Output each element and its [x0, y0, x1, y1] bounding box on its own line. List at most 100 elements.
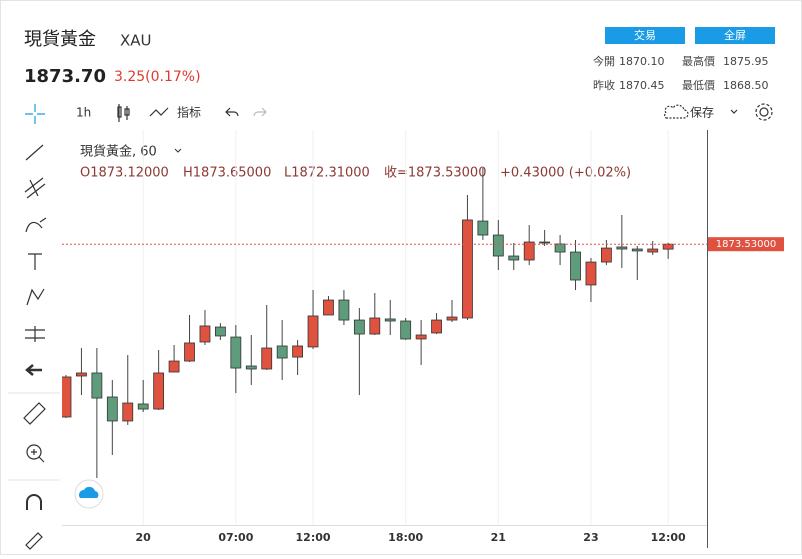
- candle-body: [462, 219, 473, 319]
- lock-tool[interactable]: [25, 532, 43, 550]
- title: 現貨黃金: [24, 29, 96, 50]
- candle-body: [214, 326, 226, 337]
- ohlc-legend: L1872.31000: [284, 166, 370, 181]
- candle-body: [307, 315, 319, 348]
- candle-body: [539, 241, 551, 244]
- ruler-tool[interactable]: [23, 402, 46, 425]
- ohlc-legend: H1873.65000: [183, 166, 271, 181]
- candle-body: [477, 220, 489, 236]
- save[interactable]: 保存: [690, 106, 714, 120]
- trade-label[interactable]: 交易: [634, 28, 656, 42]
- candles: [62, 167, 674, 479]
- interval[interactable]: 1h: [76, 106, 91, 120]
- candle-body: [554, 243, 566, 253]
- x-tick-label: 07:00: [218, 531, 253, 544]
- pattern-tool[interactable]: [26, 288, 45, 306]
- zoom-plus[interactable]: [31, 449, 45, 463]
- candle-body: [62, 376, 72, 418]
- settings-ring[interactable]: [755, 103, 773, 121]
- candle-body: [508, 255, 520, 261]
- candle-body: [292, 345, 304, 358]
- brush-tool[interactable]: [25, 217, 47, 233]
- candle-body: [122, 402, 134, 422]
- stat-label: 今開: [593, 54, 615, 68]
- candle-body: [76, 372, 87, 377]
- candle-body: [323, 299, 334, 316]
- stat-label: 最低價: [682, 78, 715, 92]
- candle-body: [261, 347, 273, 370]
- candle-body: [276, 345, 288, 359]
- x-tick-label: 12:00: [296, 531, 331, 544]
- x-tick-label: 21: [491, 531, 506, 544]
- candle-body: [168, 360, 180, 373]
- stat-value: 1870.45: [619, 79, 665, 92]
- stat-label: 昨收: [593, 78, 615, 92]
- candle-body: [400, 320, 412, 340]
- stat-label: 最高價: [682, 54, 715, 68]
- logo: [79, 486, 99, 498]
- candle-icon[interactable]: [117, 104, 130, 122]
- candle-body: [415, 334, 427, 340]
- settings-icon[interactable]: [759, 107, 769, 117]
- candle-body: [431, 319, 442, 334]
- x-tick-label: 20: [136, 531, 152, 544]
- ohlc-legend: O1873.12000: [80, 166, 169, 181]
- candle-body: [338, 299, 350, 321]
- price: 1873.70: [24, 66, 106, 87]
- text-tool[interactable]: [28, 253, 42, 270]
- last-price-box: [708, 237, 784, 252]
- zoom-tool[interactable]: [26, 444, 42, 460]
- measure-tool[interactable]: [25, 326, 45, 342]
- x-tick-label: 23: [583, 531, 598, 544]
- indicator-icon[interactable]: [149, 107, 169, 117]
- back-tool[interactable]: [25, 364, 42, 376]
- candle-body: [601, 247, 612, 263]
- candle-body: [570, 251, 581, 281]
- redo-icon[interactable]: [253, 107, 267, 117]
- candle-body: [153, 372, 165, 410]
- magnet-tool[interactable]: [26, 494, 42, 510]
- stat-value: 1875.95: [723, 55, 769, 68]
- ohlc-legend: +0.43000 (+0.02%): [500, 166, 631, 181]
- x-tick-label: 18:00: [388, 531, 423, 544]
- candle-body: [369, 317, 381, 335]
- stat-value: 1868.50: [723, 79, 769, 92]
- candle-body: [230, 336, 242, 369]
- candle-body: [384, 318, 396, 322]
- candle-body: [137, 403, 149, 410]
- candle-body: [523, 241, 535, 261]
- legend-title: 現貨黃金, 60: [80, 144, 157, 160]
- candle-body: [631, 248, 643, 252]
- legend-caret[interactable]: [174, 148, 182, 153]
- candle-body: [353, 319, 365, 335]
- cloud-icon[interactable]: [664, 104, 689, 119]
- fullscreen-button[interactable]: [695, 27, 775, 44]
- trade-button[interactable]: [605, 27, 685, 44]
- undo-icon[interactable]: [225, 107, 239, 117]
- line-tool[interactable]: [25, 144, 44, 161]
- indicators[interactable]: 指标: [177, 105, 201, 120]
- candle-body: [647, 248, 659, 253]
- candle-body: [492, 234, 504, 257]
- candle-body: [446, 316, 458, 321]
- candle-body: [199, 325, 211, 343]
- candle-body: [245, 365, 257, 370]
- crosshair-icon[interactable]: [25, 104, 45, 124]
- ohlc-legend: 收=1873.53000: [384, 166, 486, 181]
- candle-body: [585, 261, 597, 286]
- candle-body: [616, 246, 628, 250]
- symbol: XAU: [120, 32, 152, 50]
- candle-body: [91, 372, 103, 399]
- caret[interactable]: [730, 109, 738, 114]
- fullscreen-label[interactable]: 全屏: [724, 28, 746, 42]
- candle-body: [106, 396, 118, 422]
- fib-tool[interactable]: [24, 177, 46, 199]
- x-tick-label: 12:00: [651, 531, 686, 544]
- change: 3.25(0.17%): [114, 69, 201, 85]
- candle-body: [662, 243, 674, 250]
- last-price-label: 1873.53000: [716, 239, 776, 250]
- candle-body: [184, 342, 195, 362]
- stat-value: 1870.10: [619, 55, 665, 68]
